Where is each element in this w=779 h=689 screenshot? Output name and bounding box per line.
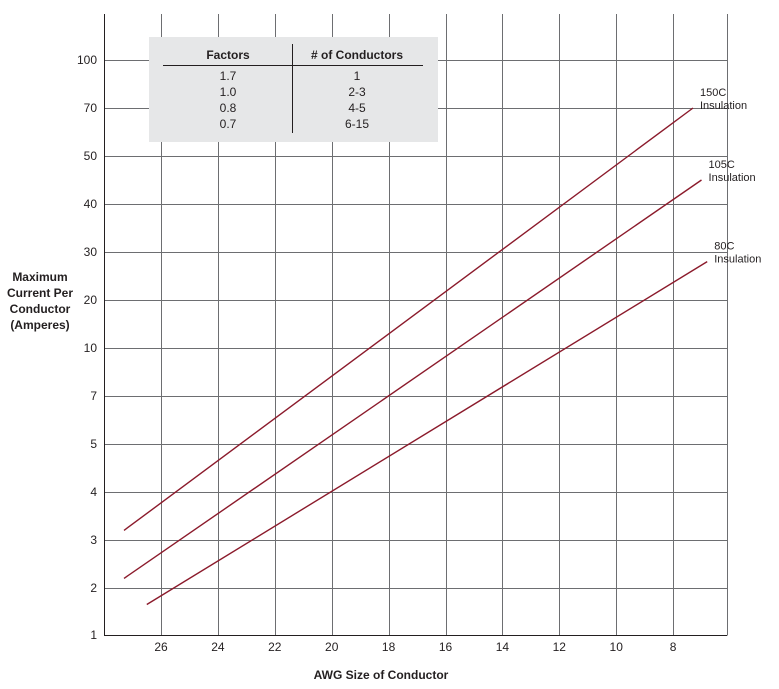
curve-label: 80C [714,241,734,253]
x-tick-label: 18 [382,640,396,654]
y-tick-label: 40 [84,197,98,211]
y-tick-label: 30 [84,245,98,259]
table-cell-conductors: 6-15 [345,117,369,131]
y-tick-label: 7 [90,389,97,403]
y-axis-title-line: (Amperes) [10,318,69,332]
table-cell-conductors: 1 [354,69,361,83]
x-tick-label: 10 [610,640,624,654]
table-cell-factor: 0.7 [220,117,237,131]
y-tick-label: 70 [84,101,98,115]
y-axis-title-line: Conductor [10,302,71,316]
y-tick-label: 50 [84,149,98,163]
x-tick-label: 8 [670,640,677,654]
x-tick-label: 20 [325,640,339,654]
y-tick-label: 3 [90,533,97,547]
insulation-curves: 150CInsulation105CInsulation80CInsulatio… [123,87,761,606]
table-cell-factor: 1.7 [220,69,237,83]
curve-label: 150C [700,87,726,99]
curve-label: Insulation [700,100,747,112]
y-axis-title-line: Maximum [12,270,67,284]
y-tick-label: 10 [84,341,98,355]
y-tick-label: 1 [90,628,97,642]
y-axis-title-line: Current Per [7,286,73,300]
factors-table-background [149,37,438,142]
y-tick-label: 4 [90,485,97,499]
curve-150c [123,107,694,531]
x-axis-title: AWG Size of Conductor [314,668,449,682]
table-cell-factor: 0.8 [220,101,237,115]
factors-table: Factors # of Conductors 1.7 1 1.0 2-3 0.8 4-5 0.… [149,37,438,142]
grid [104,14,728,636]
y-axis-title: Maximum Current Per Conductor (Amperes) [7,270,73,332]
x-tick-label: 14 [496,640,510,654]
curve-label: Insulation [714,254,761,266]
y-tick-label: 5 [90,437,97,451]
x-tick-label: 16 [439,640,453,654]
curve-105c [123,179,702,579]
table-header-conductors: # of Conductors [311,48,403,62]
x-tick-label: 24 [211,640,225,654]
y-tick-label: 20 [84,293,98,307]
y-tick-label: 100 [77,53,97,67]
curve-label: Insulation [709,172,756,184]
table-cell-factor: 1.0 [220,85,237,99]
y-tick-label: 2 [90,581,97,595]
table-header-factors: Factors [206,48,250,62]
table-cell-conductors: 4-5 [348,101,366,115]
x-tick-label: 26 [154,640,168,654]
curve-80c [146,261,708,606]
x-tick-label: 12 [553,640,567,654]
x-tick-label: 22 [268,640,282,654]
curve-label: 105C [709,159,735,171]
table-cell-conductors: 2-3 [348,85,366,99]
